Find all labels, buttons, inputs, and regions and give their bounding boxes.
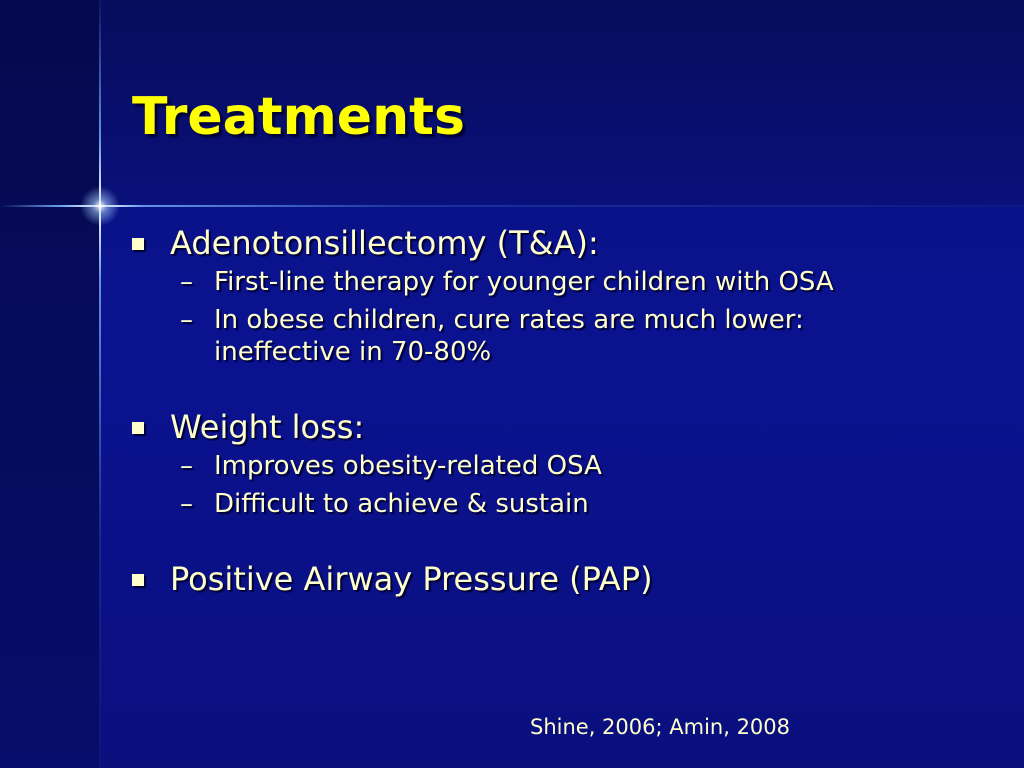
bullet-text: Positive Airway Pressure (PAP) — [170, 560, 653, 598]
horizontal-accent-line — [0, 205, 1024, 207]
square-bullet-icon — [132, 574, 144, 586]
bullet-text: Adenotonsillectomy (T&A): — [170, 224, 599, 262]
sub-bullet-continuation: ineffective in 70-80% — [130, 336, 950, 368]
sub-bullet-item: – In obese children, cure rates are much… — [130, 304, 950, 336]
title-band — [100, 0, 1024, 207]
sub-bullet-text: Difficult to achieve & sustain — [214, 489, 589, 519]
star-sparkle-icon — [80, 186, 120, 226]
left-decorative-strip — [0, 0, 100, 768]
dash-bullet-icon: – — [180, 451, 193, 481]
bullet-text: Weight loss: — [170, 408, 365, 446]
slide-title: Treatments — [132, 87, 465, 147]
vertical-accent-line — [99, 0, 101, 768]
sub-bullet-text: Improves obesity-related OSA — [214, 451, 602, 481]
sub-bullet-item: – Improves obesity-related OSA — [130, 450, 950, 482]
sub-bullet-list: – Improves obesity-related OSA – Difficu… — [130, 450, 950, 520]
sub-bullet-item: – Difficult to achieve & sustain — [130, 488, 950, 520]
bullet-group-adenotonsillectomy: Adenotonsillectomy (T&A): – First-line t… — [130, 222, 950, 368]
sub-bullet-text: In obese children, cure rates are much l… — [214, 305, 804, 335]
square-bullet-icon — [132, 238, 144, 250]
dash-bullet-icon: – — [180, 305, 193, 335]
sub-bullet-list: – First-line therapy for younger childre… — [130, 266, 950, 368]
bullet-group-pap: Positive Airway Pressure (PAP) — [130, 558, 950, 600]
bullet-item: Adenotonsillectomy (T&A): — [130, 222, 950, 264]
bullet-item: Weight loss: — [130, 406, 950, 448]
sub-bullet-text: First-line therapy for younger children … — [214, 267, 834, 297]
bullet-item: Positive Airway Pressure (PAP) — [130, 558, 950, 600]
sub-bullet-item: – First-line therapy for younger childre… — [130, 266, 950, 298]
dash-bullet-icon: – — [180, 489, 193, 519]
sub-bullet-text: ineffective in 70-80% — [214, 337, 492, 367]
bullet-list: Adenotonsillectomy (T&A): – First-line t… — [130, 222, 950, 638]
dash-bullet-icon: – — [180, 267, 193, 297]
square-bullet-icon — [132, 422, 144, 434]
citation: Shine, 2006; Amin, 2008 — [530, 715, 791, 739]
bullet-group-weight-loss: Weight loss: – Improves obesity-related … — [130, 406, 950, 520]
